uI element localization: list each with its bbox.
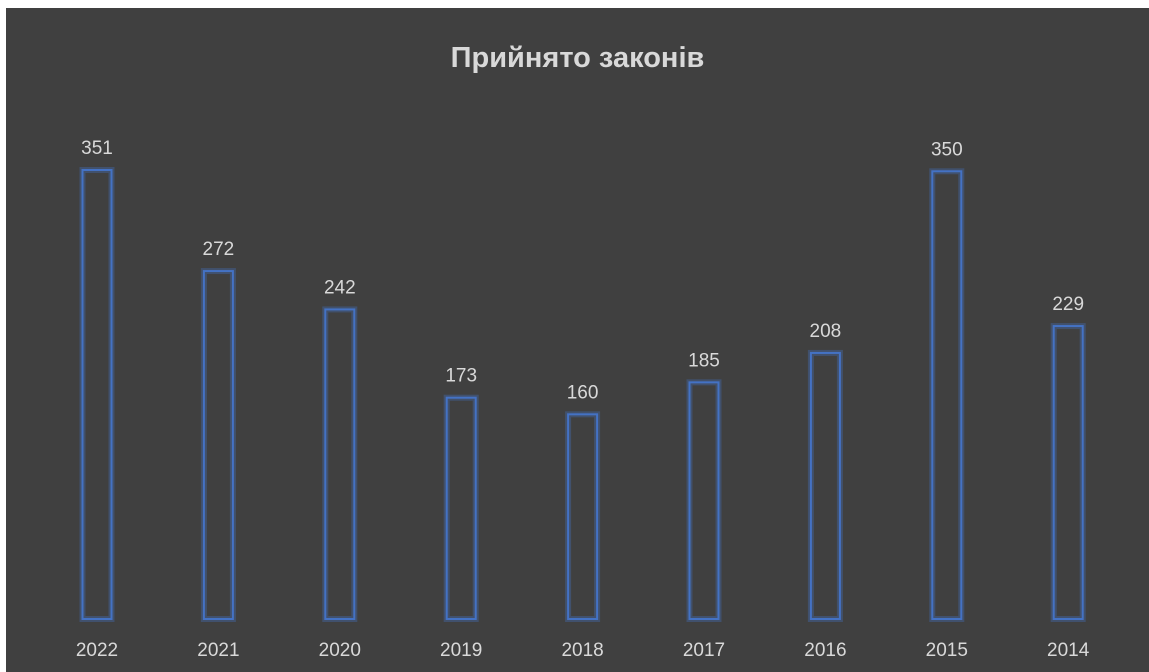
bar-2015 — [931, 170, 963, 620]
bar-2020 — [324, 308, 356, 620]
bar-2016 — [809, 351, 841, 620]
data-label-2019: 173 — [445, 366, 477, 387]
data-label-2022: 351 — [81, 138, 113, 159]
category-label-2022: 2022 — [76, 640, 118, 661]
category-label-2016: 2016 — [804, 640, 846, 661]
category-label-2021: 2021 — [197, 640, 239, 661]
chart-plot: 351 2022 272 2021 242 2020 173 2019 160 2018 185 20… — [76, 138, 1090, 661]
bar-glow-2021 — [200, 268, 236, 622]
bar-glow-2016 — [807, 349, 843, 622]
bar-2014 — [1052, 325, 1084, 620]
bar-glow-2015 — [929, 168, 965, 622]
category-label-2017: 2017 — [683, 640, 725, 661]
category-label-2018: 2018 — [561, 640, 603, 661]
bar-2022 — [81, 169, 113, 620]
data-label-2020: 242 — [324, 277, 356, 298]
chart-frame: Прийнято законів 351 2022 272 2021 242 2020 17… — [6, 8, 1149, 672]
bar-2021 — [202, 270, 234, 620]
category-label-2020: 2020 — [319, 640, 361, 661]
bar-glow-2018 — [565, 411, 601, 622]
bar-2017 — [688, 381, 720, 620]
data-label-2015: 350 — [931, 139, 963, 160]
bar-2018 — [567, 413, 599, 620]
bar-glow-2017 — [686, 379, 722, 622]
bar-glow-2020 — [322, 306, 358, 622]
category-label-2015: 2015 — [926, 640, 968, 661]
bar-glow-2022 — [79, 167, 115, 622]
data-label-2017: 185 — [688, 350, 720, 371]
chart-title: Прийнято законів — [450, 42, 705, 74]
data-label-2016: 208 — [810, 321, 842, 342]
bar-2019 — [445, 396, 477, 620]
data-label-2021: 272 — [203, 239, 235, 260]
data-label-2018: 160 — [567, 382, 599, 403]
category-label-2019: 2019 — [440, 640, 482, 661]
bar-glow-2019 — [443, 394, 479, 622]
bar-glow-2014 — [1050, 323, 1086, 622]
data-label-2014: 229 — [1052, 294, 1084, 315]
category-label-2014: 2014 — [1047, 640, 1090, 661]
